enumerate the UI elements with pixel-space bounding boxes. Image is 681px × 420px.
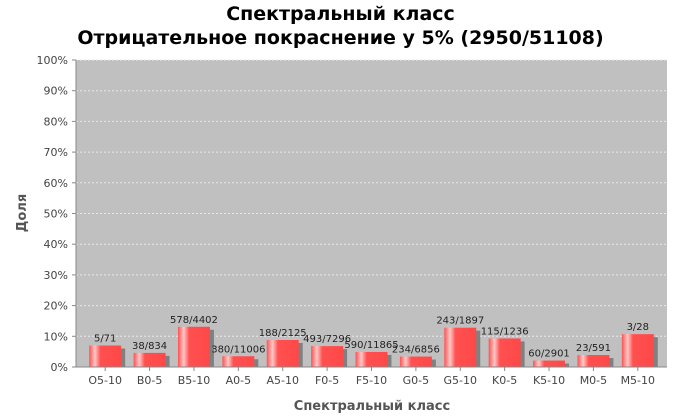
bar-A5-10 [266, 339, 299, 367]
data-label: 493/7296 [303, 334, 351, 345]
y-tick-label: 70% [44, 146, 68, 159]
x-tick-label: A0-5 [226, 374, 252, 387]
y-tick-label: 60% [44, 177, 68, 190]
bar-B0-5 [133, 352, 166, 367]
bar-M0-5 [577, 355, 610, 367]
bar-G5-10 [444, 327, 477, 367]
x-tick-label: G5-10 [444, 374, 478, 387]
bar-K0-5 [488, 338, 521, 367]
grid-lines [76, 59, 667, 337]
x-tick-label: F0-5 [315, 374, 339, 387]
x-axis-label: Спектральный класс [294, 399, 450, 414]
data-label: 188/2125 [259, 328, 307, 339]
data-label: 590/11865 [344, 340, 398, 351]
x-tick-label: K5-10 [533, 374, 565, 387]
bar-A0-5 [222, 356, 255, 367]
x-tick-label: M0-5 [580, 374, 607, 387]
data-label: 243/1897 [436, 316, 484, 327]
bar-G0-5 [399, 356, 432, 367]
x-tick-label: B0-5 [137, 374, 163, 387]
data-label: 3/28 [627, 322, 649, 333]
data-label: 234/6856 [392, 345, 440, 356]
y-tick-label: 20% [44, 300, 68, 313]
chart-title: Спектральный класс [226, 3, 455, 25]
x-tick-label: A5-10 [266, 374, 299, 387]
y-tick-label: 0% [51, 361, 68, 374]
x-tick-label: O5-10 [88, 374, 122, 387]
bar-K5-10 [533, 360, 566, 367]
data-label: 578/4402 [170, 315, 218, 326]
y-axis: 0% 10% 20% 30% 40% 50% 60% 70% 80% 90% 100% [37, 54, 77, 374]
data-label: 115/1236 [481, 326, 529, 337]
y-tick-label: 10% [44, 330, 68, 343]
x-axis: O5-10 B0-5 B5-10 A0-5 A5-10 F0-5 F5-10 G0-5 G5-1… [76, 366, 667, 387]
data-label: 38/834 [132, 341, 167, 352]
data-label: 5/71 [94, 334, 116, 345]
y-tick-label: 50% [44, 208, 68, 221]
y-tick-label: 30% [44, 269, 68, 282]
x-tick-label: B5-10 [178, 374, 211, 387]
data-label: 60/2901 [528, 349, 570, 360]
x-tick-label: M5-10 [621, 374, 655, 387]
y-tick-label: 90% [44, 85, 68, 98]
y-axis-label: Доля [15, 194, 30, 232]
bar-F0-5 [311, 346, 344, 367]
y-tick-label: 40% [44, 238, 68, 251]
x-tick-label: G0-5 [403, 374, 430, 387]
y-tick-label: 100% [37, 54, 68, 67]
bar-O5-10 [89, 345, 122, 367]
bar-B5-10 [177, 326, 210, 367]
bar-F5-10 [355, 351, 388, 367]
bar-M5-10 [621, 334, 654, 367]
data-label: 380/11006 [211, 344, 265, 355]
bars: 5/71 38/834 578/4402 380/11006 188/2125493/7… [89, 315, 658, 367]
x-tick-label: F5-10 [356, 374, 387, 387]
y-tick-label: 80% [44, 115, 68, 128]
data-label: 23/591 [576, 343, 611, 354]
x-tick-label: K0-5 [492, 374, 517, 387]
chart-subtitle: Отрицательное покраснение у 5% (2950/511… [77, 27, 604, 49]
